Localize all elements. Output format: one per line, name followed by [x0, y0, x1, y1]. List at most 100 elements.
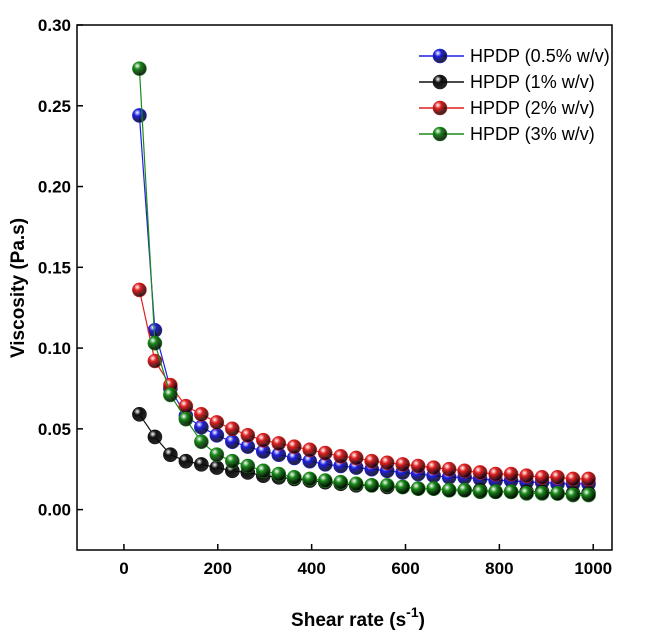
y-tick-label: 0.25	[38, 97, 71, 116]
data-point	[534, 486, 550, 501]
data-point	[225, 421, 240, 437]
data-point	[147, 353, 163, 369]
legend-item: HPDP (3% w/v)	[419, 124, 595, 144]
legend-label: HPDP (0.5% w/v)	[470, 46, 610, 66]
data-point	[147, 335, 163, 351]
data-point	[550, 486, 565, 501]
x-tick-label: 1000	[574, 559, 612, 578]
series-line	[138, 289, 589, 480]
data-point	[333, 449, 349, 464]
data-point	[194, 434, 209, 450]
data-point	[534, 470, 550, 485]
data-point	[565, 471, 581, 487]
plot-frame	[76, 24, 613, 551]
legend-marker	[432, 126, 448, 142]
data-point	[163, 387, 178, 403]
data-point	[348, 476, 364, 492]
x-tick-label: 600	[391, 559, 419, 578]
x-axis: 0 200 400 600 800 1000	[119, 544, 612, 578]
legend-marker	[432, 100, 448, 116]
data-point	[302, 442, 318, 458]
data-point	[519, 486, 534, 501]
data-point	[194, 407, 209, 422]
data-point	[364, 478, 380, 493]
y-axis-title: Viscosity (Pa.s)	[8, 218, 29, 358]
x-axis-title-close: )	[419, 610, 425, 631]
y-tick-label: 0.00	[38, 501, 71, 520]
data-point	[379, 455, 395, 471]
data-point	[581, 487, 596, 503]
data-point	[348, 450, 364, 466]
data-point	[132, 407, 147, 422]
data-point	[395, 457, 410, 472]
data-point	[317, 445, 333, 461]
series-4	[132, 61, 596, 503]
data-point	[147, 429, 163, 445]
series-1	[132, 108, 596, 492]
data-point	[132, 282, 147, 298]
legend-marker	[432, 48, 448, 64]
data-point	[488, 484, 503, 500]
y-tick-label: 0.30	[38, 16, 71, 35]
legend-item: HPDP (2% w/v)	[419, 98, 595, 118]
legend-label: HPDP (1% w/v)	[470, 72, 595, 92]
data-point	[550, 470, 565, 485]
data-point	[225, 434, 240, 450]
data-point	[209, 447, 225, 462]
data-point	[286, 439, 302, 454]
data-point	[240, 458, 256, 474]
y-tick-label: 0.20	[38, 178, 71, 197]
data-point	[209, 460, 225, 475]
data-point	[333, 474, 349, 490]
data-point	[581, 471, 596, 487]
data-point	[410, 481, 426, 496]
y-tick-label: 0.15	[38, 258, 71, 277]
x-tick-label: 400	[297, 559, 325, 578]
x-axis-title-main: Shear rate (s	[291, 610, 406, 631]
data-point	[256, 432, 271, 448]
x-axis-title: Shear rate (s-1)	[291, 604, 425, 631]
data-point	[503, 484, 519, 500]
data-point	[132, 108, 147, 123]
x-tick-label: 0	[119, 559, 128, 578]
legend: HPDP (0.5% w/v) HPDP (1% w/v) HPDP (2% w/v…	[419, 46, 610, 144]
data-point	[286, 470, 302, 485]
data-point	[426, 460, 441, 475]
x-axis-title-superscript: -1	[406, 604, 419, 620]
data-point	[426, 481, 441, 496]
data-point	[256, 463, 271, 479]
data-point	[519, 468, 534, 483]
data-point	[410, 458, 426, 474]
data-point	[209, 415, 225, 430]
data-point	[163, 447, 178, 462]
legend-item: HPDP (0.5% w/v)	[419, 46, 610, 66]
data-point	[132, 61, 147, 76]
data-point	[194, 457, 209, 472]
data-point	[395, 479, 410, 495]
data-point	[472, 484, 488, 500]
data-point	[379, 478, 395, 493]
y-tick-label: 0.05	[38, 420, 71, 439]
legend-marker	[432, 74, 448, 90]
x-tick-label: 200	[204, 559, 232, 578]
data-point	[503, 466, 519, 482]
legend-item: HPDP (1% w/v)	[419, 72, 595, 92]
data-point	[457, 463, 472, 479]
data-point	[457, 482, 472, 498]
data-point	[271, 436, 287, 451]
data-point	[364, 453, 380, 469]
data-point	[317, 473, 333, 488]
y-axis: 0.00 0.05 0.10 0.15 0.20 0.25 0.30	[38, 16, 83, 520]
data-point	[271, 466, 287, 482]
data-point	[565, 487, 581, 503]
data-point	[472, 465, 488, 480]
x-tick-label: 800	[485, 559, 513, 578]
series-3	[132, 282, 596, 487]
data-point	[488, 466, 503, 482]
legend-label: HPDP (3% w/v)	[470, 124, 595, 144]
data-point	[225, 453, 240, 469]
data-point	[441, 461, 457, 477]
data-point	[194, 419, 209, 435]
